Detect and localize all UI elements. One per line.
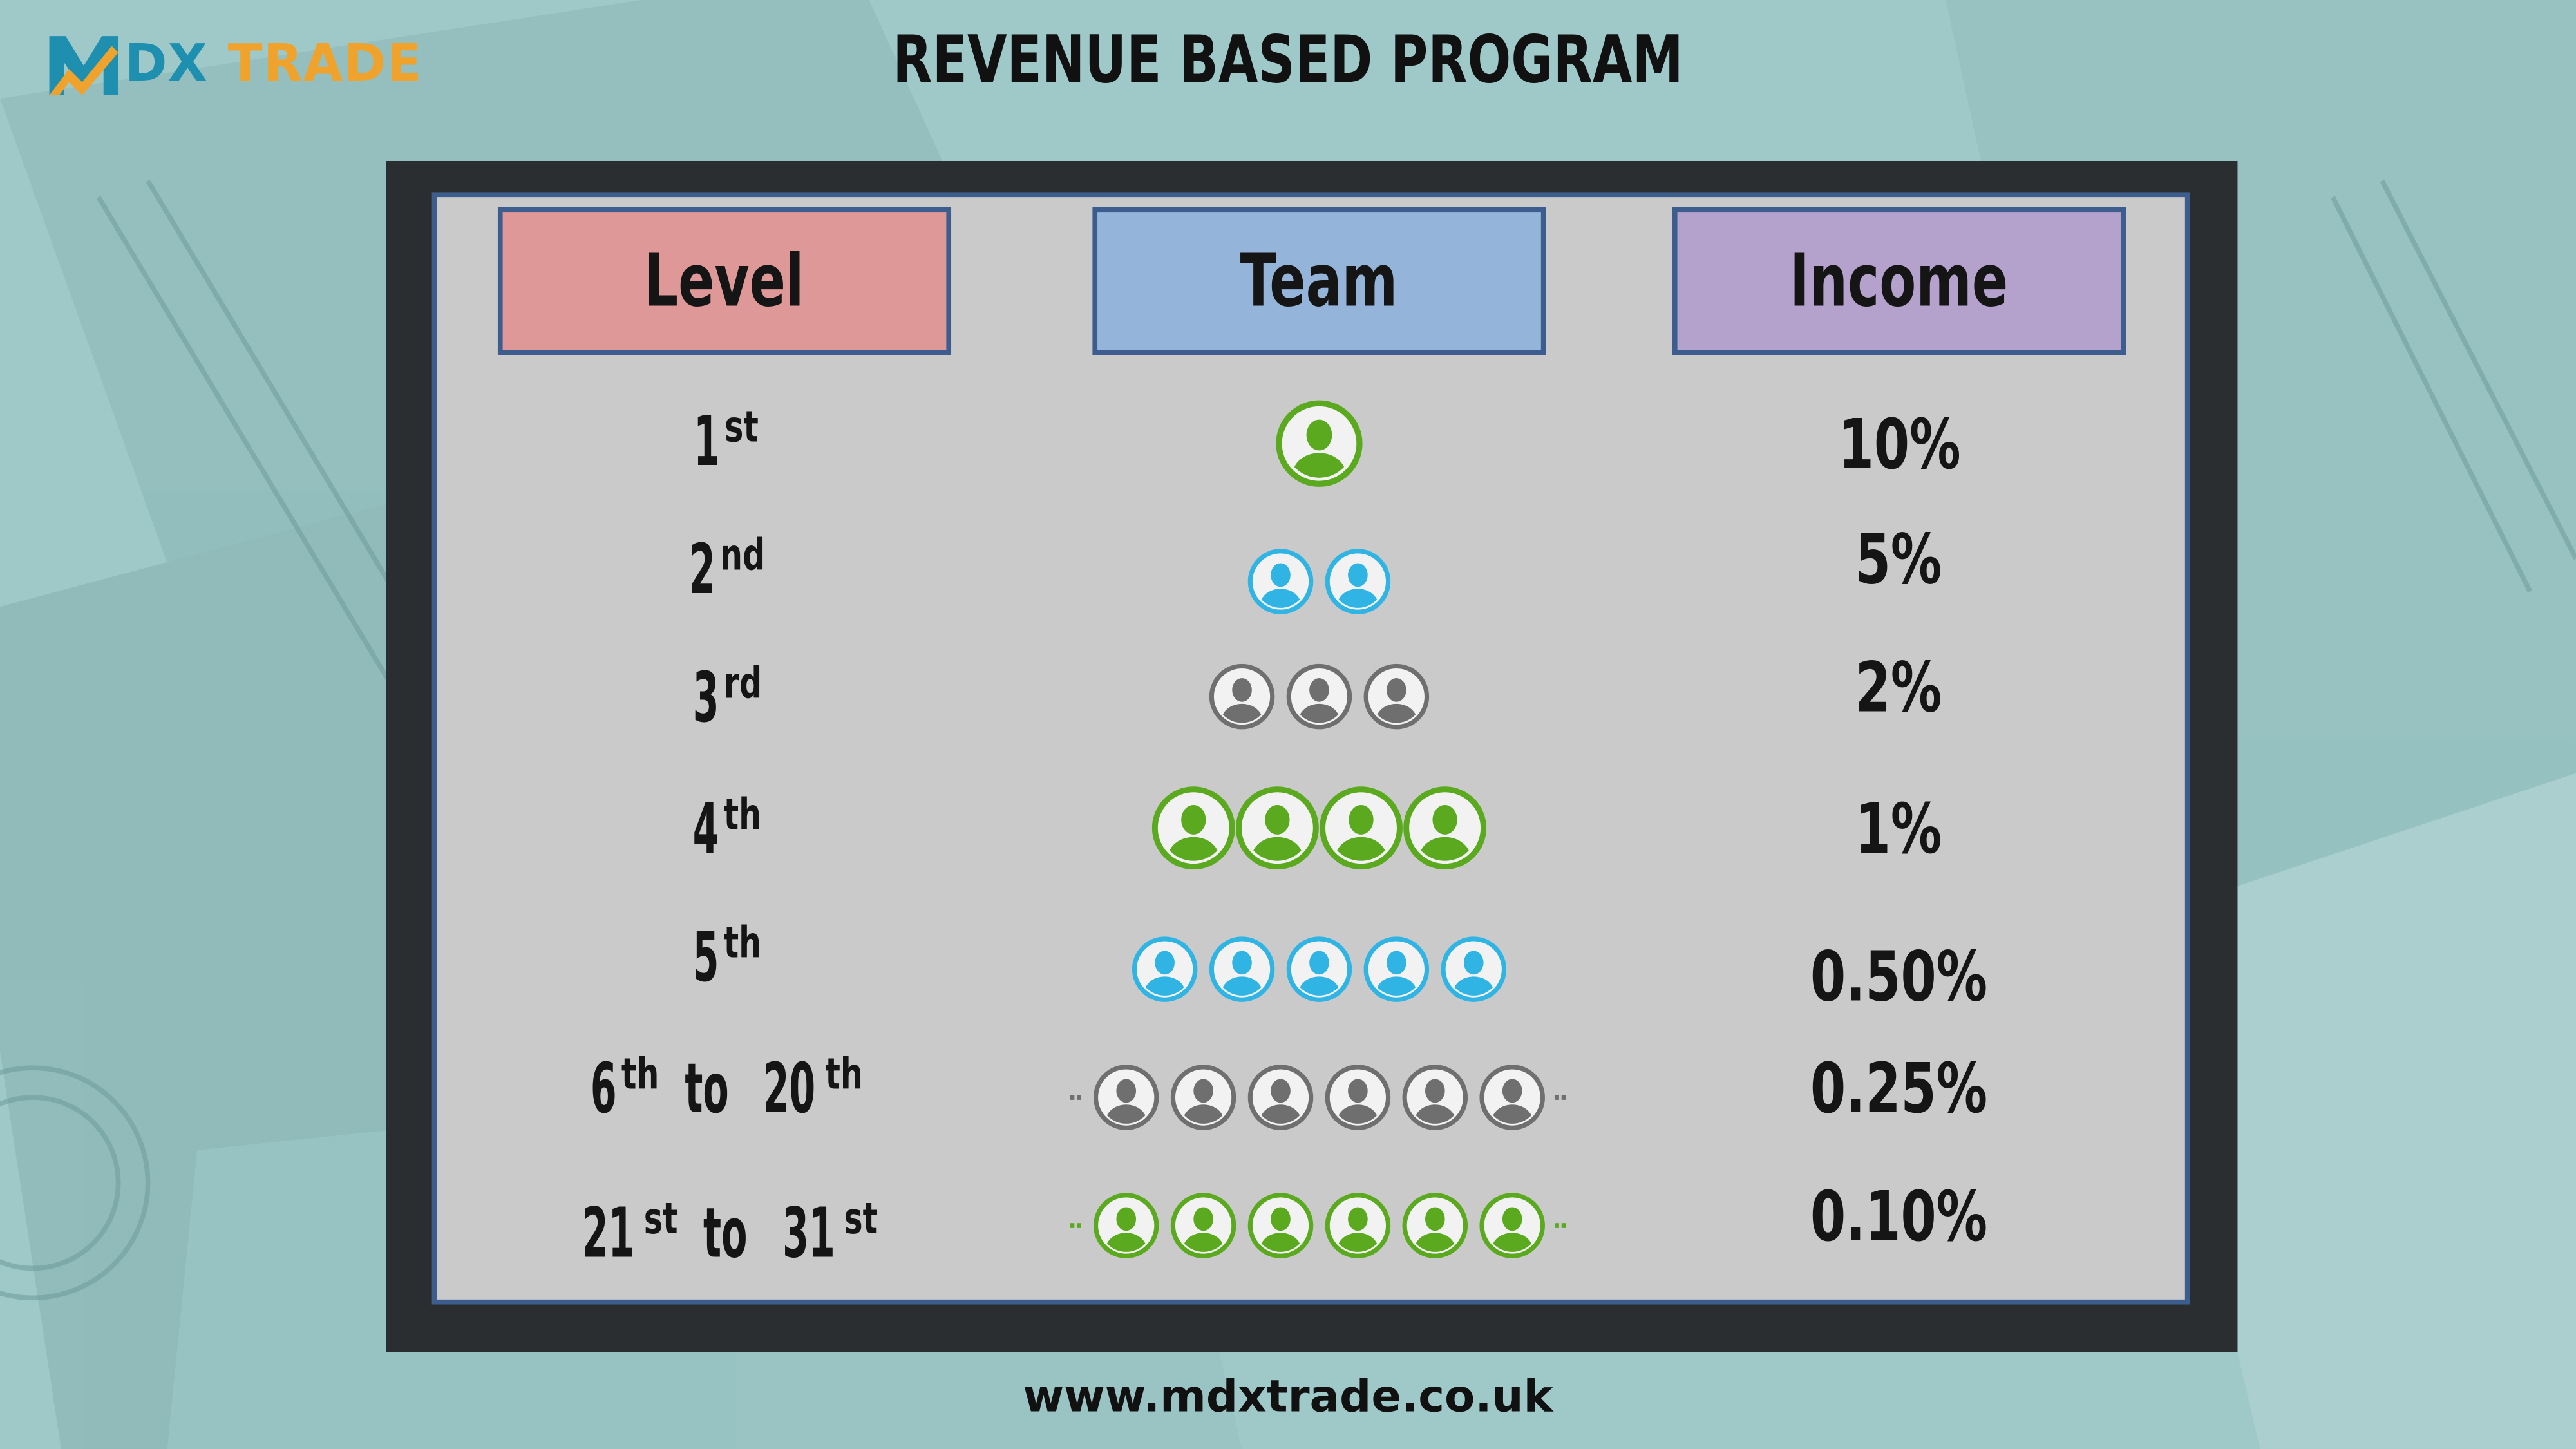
header-team: Team	[1092, 207, 1546, 355]
income-cell: 0.25%	[1810, 1048, 1988, 1129]
team-icons-row	[986, 1055, 1653, 1141]
logo-text-trade: TRADE	[227, 34, 422, 94]
team-icons-row	[986, 654, 1653, 739]
person-icon	[1093, 1065, 1159, 1130]
header-team-label: Team	[1240, 239, 1398, 323]
table-panel	[431, 192, 2190, 1305]
header-level-label: Level	[644, 239, 805, 323]
person-icon	[1209, 936, 1275, 1002]
website-url[interactable]: www.mdxtrade.co.uk	[1023, 1372, 1553, 1423]
person-icon	[1170, 1065, 1236, 1130]
income-cell: 10%	[1838, 404, 1960, 485]
header-income-label: Income	[1790, 239, 2009, 323]
income-cell: 0.50%	[1810, 936, 1988, 1018]
team-icons-row	[986, 785, 1653, 871]
team-icons	[1209, 663, 1430, 730]
person-icon	[1093, 1193, 1159, 1258]
header-level: Level	[497, 207, 952, 355]
person-icon	[1247, 1065, 1314, 1130]
person-icon	[1320, 786, 1403, 870]
person-icon	[1325, 1065, 1391, 1130]
person-icon	[1402, 1193, 1468, 1258]
income-cell: 1%	[1855, 788, 1943, 869]
brand-logo: DX TRADE	[46, 23, 422, 106]
person-icon	[1235, 786, 1319, 870]
person-icon	[1247, 549, 1314, 614]
person-icon	[1441, 936, 1507, 1002]
person-icon	[1403, 786, 1487, 870]
continuation-dots-icon	[1070, 1223, 1081, 1228]
person-icon	[1132, 936, 1198, 1002]
person-icon	[1479, 1193, 1545, 1258]
page-title: REVENUE BASED PROGRAM	[893, 23, 1683, 99]
continuation-dots-icon	[1555, 1095, 1566, 1100]
team-icons-row	[986, 539, 1653, 625]
person-icon	[1479, 1065, 1545, 1130]
team-icons	[1070, 1193, 1566, 1258]
person-icon	[1363, 663, 1430, 730]
person-icon	[1325, 549, 1391, 614]
income-cell: 0.10%	[1810, 1176, 1988, 1257]
person-icon	[1325, 1193, 1391, 1258]
person-icon	[1170, 1193, 1236, 1258]
team-icons-row	[986, 927, 1653, 1012]
person-icon	[1151, 786, 1235, 870]
person-icon	[1402, 1065, 1468, 1130]
team-icons	[1151, 786, 1487, 870]
person-icon	[1286, 663, 1352, 730]
person-icon	[1363, 936, 1430, 1002]
team-icons	[1132, 936, 1507, 1002]
person-icon	[1286, 936, 1352, 1002]
logo-m-mark-icon	[49, 36, 118, 95]
income-cell: 2%	[1855, 647, 1943, 728]
logo-text-dx: DX	[124, 34, 209, 94]
person-icon	[1276, 400, 1363, 487]
team-icons	[1247, 549, 1391, 614]
continuation-dots-icon	[1070, 1095, 1081, 1100]
person-icon	[1247, 1193, 1314, 1258]
continuation-dots-icon	[1555, 1223, 1566, 1228]
team-icons-row	[986, 400, 1653, 487]
income-cell: 5%	[1855, 519, 1943, 600]
team-icons	[1070, 1065, 1566, 1130]
team-icons-row	[986, 1183, 1653, 1269]
person-icon	[1209, 663, 1275, 730]
header-income: Income	[1672, 207, 2126, 355]
team-icons	[1276, 400, 1363, 487]
